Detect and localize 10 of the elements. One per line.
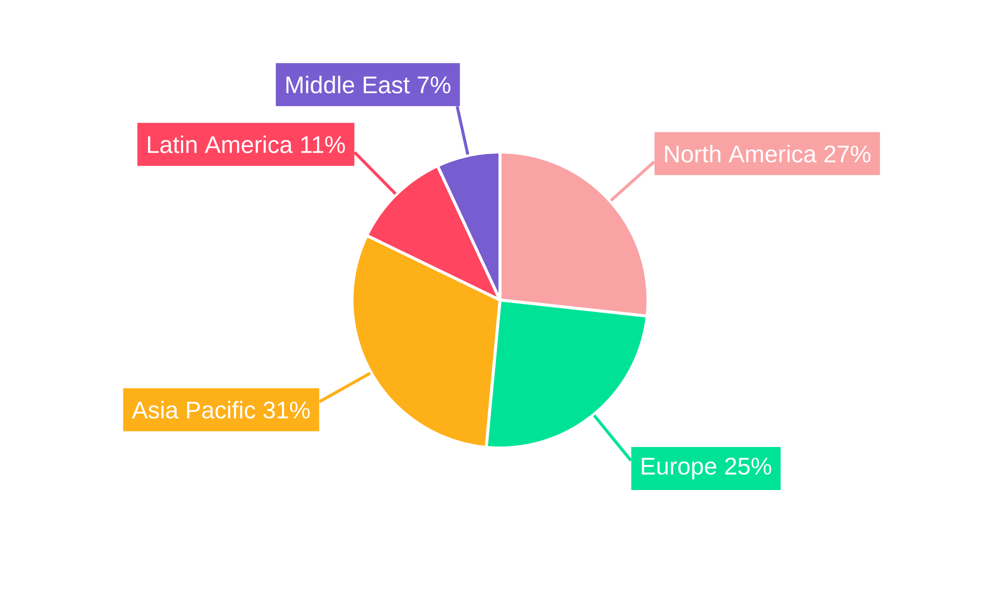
slice-label: Middle East bbox=[286, 76, 410, 94]
data-label: 25% bbox=[725, 458, 772, 475]
slice-label: Europe bbox=[642, 458, 716, 480]
slice-label: North America bbox=[665, 144, 817, 162]
data-label: 11% bbox=[301, 136, 345, 154]
data-label: 7% bbox=[418, 76, 450, 94]
data-label: 31% bbox=[263, 402, 310, 419]
slice-label: Latin America bbox=[148, 136, 293, 154]
data-label: 27% bbox=[824, 145, 870, 162]
slice-label: Asia Pacific bbox=[132, 400, 256, 419]
